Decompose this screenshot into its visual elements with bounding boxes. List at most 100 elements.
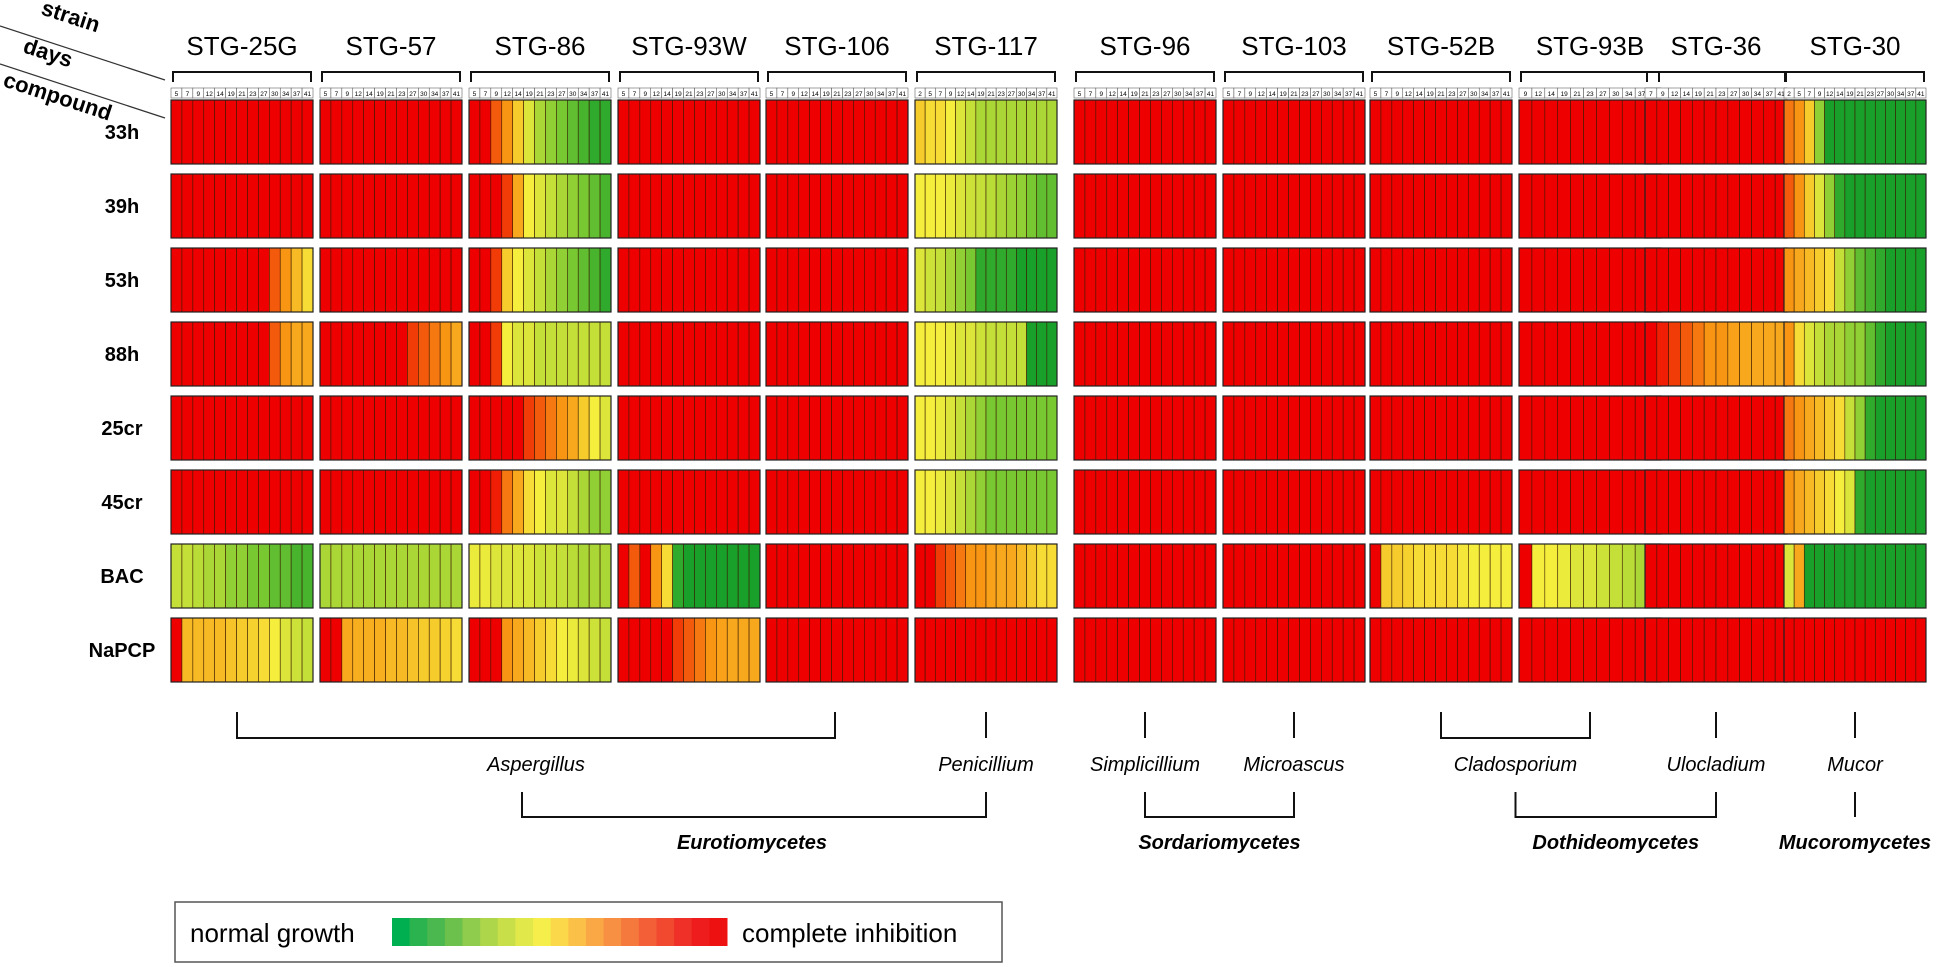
day-label: 37: [1766, 91, 1774, 98]
heatmap-cell: [1814, 543, 1825, 609]
legend-swatch: [497, 918, 516, 946]
corner-label-days: days: [20, 33, 75, 72]
day-label: 30: [718, 91, 726, 98]
heatmap-cell: [1895, 543, 1907, 609]
heatmap-cell: [1369, 395, 1382, 461]
heatmap-cell: [1026, 321, 1038, 387]
heatmap-cell: [319, 321, 332, 387]
heatmap-cell: [501, 543, 513, 609]
heatmap-cell: [1885, 469, 1896, 535]
heatmap-cell: [1824, 99, 1836, 165]
heatmap-cell: [853, 321, 865, 387]
heatmap-cell: [1369, 469, 1382, 535]
heatmap-cell: [1310, 395, 1322, 461]
heatmap-cell: [737, 469, 750, 535]
heatmap-cell: [385, 543, 397, 609]
heatmap-cell: [588, 617, 601, 683]
heatmap-cell: [512, 617, 524, 683]
heatmap-cell: [1874, 173, 1886, 239]
heatmap-cell: [1621, 617, 1636, 683]
heatmap-cell: [776, 543, 789, 609]
cell-group-border: [170, 469, 314, 535]
heatmap-cell: [1084, 321, 1097, 387]
day-label: 27: [260, 91, 268, 98]
heatmap-cell: [330, 247, 343, 313]
day-label: 34: [431, 91, 439, 98]
compound-label: 33h: [105, 122, 139, 144]
legend-swatch: [656, 918, 675, 946]
heatmap-cell: [1621, 99, 1636, 165]
heatmap-cell: [853, 395, 865, 461]
day-label: 19: [1130, 91, 1138, 98]
day-label: 12: [355, 91, 363, 98]
heatmap-cell: [556, 617, 568, 683]
heatmap-cell: [374, 395, 386, 461]
legend-swatch: [709, 918, 728, 946]
cell-group-border: [765, 395, 909, 461]
heatmap-cell: [1570, 321, 1584, 387]
cell-group-border: [1369, 617, 1513, 683]
heatmap-cell: [512, 543, 524, 609]
heatmap-cell: [567, 543, 579, 609]
heatmap-cell: [1233, 617, 1246, 683]
cell-group-border: [1222, 99, 1366, 165]
day-label: 7: [186, 91, 190, 98]
heatmap-cell: [924, 469, 936, 535]
heatmap-cell: [1353, 617, 1366, 683]
heatmap-cell: [1457, 321, 1469, 387]
heatmap-cell: [661, 395, 673, 461]
day-label: 12: [1671, 91, 1679, 98]
heatmap-cell: [1739, 469, 1752, 535]
heatmap-cell: [737, 617, 750, 683]
heatmap-cell: [301, 617, 314, 683]
heatmap-cell: [864, 321, 876, 387]
heatmap-cell: [798, 395, 810, 461]
heatmap-cell: [534, 247, 546, 313]
heatmap-cell: [1369, 617, 1382, 683]
genus-label: Cladosporium: [1454, 754, 1577, 776]
heatmap-cell: [1161, 247, 1173, 313]
heatmap-cell: [1895, 395, 1907, 461]
heatmap-cell: [352, 617, 364, 683]
cell-group-border: [914, 617, 1058, 683]
heatmap-cell: [617, 469, 630, 535]
legend-left-label: normal growth: [190, 918, 355, 948]
heatmap-cell: [1739, 395, 1752, 461]
heatmap-cell: [1172, 321, 1184, 387]
heatmap-cell: [1544, 543, 1559, 609]
heatmap-cell: [1814, 173, 1825, 239]
heatmap-cell: [1621, 543, 1636, 609]
heatmap-cell: [1489, 321, 1502, 387]
heatmap-cell: [1026, 247, 1038, 313]
heatmap-cell: [853, 99, 865, 165]
heatmap-cell: [1222, 543, 1235, 609]
heatmap-cell: [374, 99, 386, 165]
heatmap-cell: [407, 617, 419, 683]
heatmap-cell: [1182, 99, 1195, 165]
heatmap-cell: [985, 99, 997, 165]
heatmap-cell: [1005, 543, 1017, 609]
day-label: 21: [987, 91, 995, 98]
heatmap-cell: [798, 617, 810, 683]
heatmap-cell: [965, 469, 977, 535]
heatmap-cell: [1266, 543, 1278, 609]
heatmap-cell: [1380, 395, 1393, 461]
heatmap-cell: [705, 99, 717, 165]
cell-group-border: [170, 617, 314, 683]
heatmap-cell: [945, 395, 956, 461]
legend-swatch: [691, 918, 710, 946]
heatmap-cell: [798, 321, 810, 387]
cell-group-border: [1073, 321, 1217, 387]
heatmap-cell: [1288, 469, 1300, 535]
heatmap-cell: [1814, 99, 1825, 165]
heatmap-cell: [748, 617, 761, 683]
heatmap-cell: [1222, 99, 1235, 165]
heatmap-cell: [831, 617, 843, 683]
day-label: 41: [1356, 91, 1364, 98]
heatmap-cell: [716, 395, 728, 461]
heatmap-cell: [1518, 469, 1533, 535]
heatmap-cell: [1150, 99, 1162, 165]
day-label: 37: [740, 91, 748, 98]
heatmap-cell: [1288, 395, 1300, 461]
heatmap-cell: [225, 395, 237, 461]
